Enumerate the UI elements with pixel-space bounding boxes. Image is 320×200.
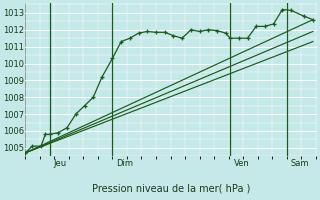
Text: Ven: Ven bbox=[234, 159, 249, 168]
Text: Sam: Sam bbox=[290, 159, 309, 168]
X-axis label: Pression niveau de la mer( hPa ): Pression niveau de la mer( hPa ) bbox=[92, 183, 251, 193]
Text: Jeu: Jeu bbox=[53, 159, 66, 168]
Text: Dim: Dim bbox=[116, 159, 133, 168]
